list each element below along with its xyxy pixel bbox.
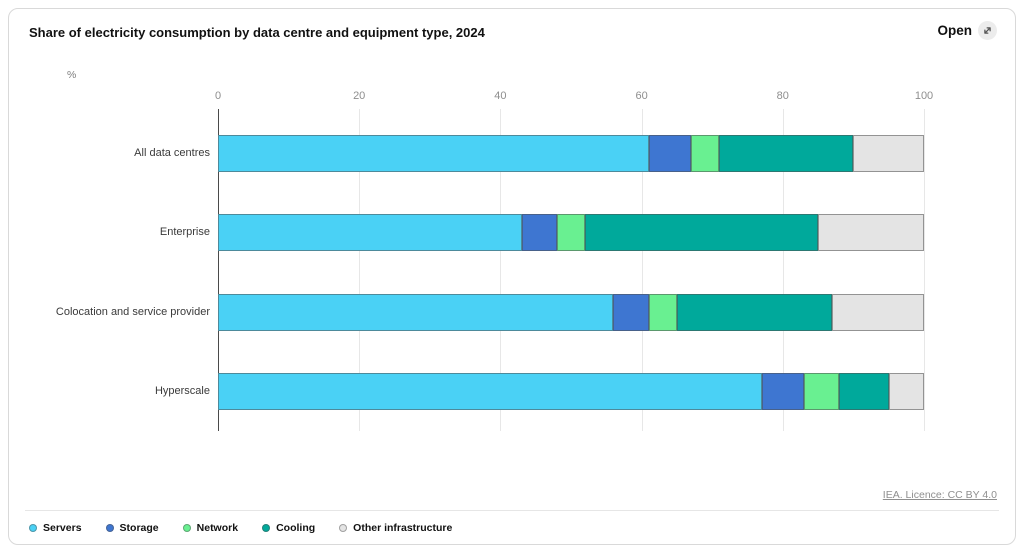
gridline-40 [500, 109, 502, 431]
legend-dot-storage [105, 524, 114, 532]
legend-item-servers[interactable]: Servers [29, 522, 82, 534]
bar-segment-hyperscale-servers[interactable] [218, 372, 762, 410]
legend-item-storage[interactable]: Storage [105, 522, 159, 534]
gridline-60 [641, 109, 643, 431]
x-axis-tick-60: 60 [635, 90, 648, 102]
x-axis-tick-80: 80 [776, 90, 789, 102]
gridline-100 [924, 109, 925, 431]
legend-item-cooling[interactable]: Cooling [262, 522, 315, 534]
x-axis-tick-40: 40 [494, 90, 507, 102]
bar-segment-colocation-and-service-provider-network[interactable] [648, 293, 677, 331]
bar-segment-enterprise-network[interactable] [556, 214, 586, 252]
bar-segment-all-data-centres-servers[interactable] [218, 135, 649, 172]
bar-segment-enterprise-other-infrastructure[interactable] [818, 214, 924, 252]
category-label-colocation-and-service-provider: Colocation and service provider [55, 305, 210, 318]
license-link[interactable]: IEA. Licence: CC BY 4.0 [882, 489, 997, 501]
gridline-80 [782, 109, 784, 431]
bar-segment-enterprise-servers[interactable] [218, 214, 522, 252]
bar-segment-colocation-and-service-provider-storage[interactable] [613, 293, 649, 331]
chart-card: Share of electricity consumption by data… [8, 8, 1016, 545]
bar-segment-hyperscale-other-infrastructure[interactable] [888, 372, 924, 410]
bar-segment-colocation-and-service-provider-cooling[interactable] [676, 293, 833, 331]
bar-segment-hyperscale-network[interactable] [803, 372, 840, 410]
gridline-20 [359, 109, 361, 431]
category-label-enterprise: Enterprise [159, 226, 210, 239]
bar-segment-all-data-centres-other-infrastructure[interactable] [853, 135, 924, 172]
legend-label-network: Network [196, 522, 239, 534]
bar-segment-hyperscale-storage[interactable] [761, 372, 804, 410]
bar-segment-all-data-centres-cooling[interactable] [719, 135, 854, 172]
axis-unit-label: % [67, 69, 77, 81]
bar-segment-all-data-centres-network[interactable] [691, 135, 720, 172]
legend-item-other-infrastructure[interactable]: Other infrastructure [339, 522, 452, 534]
category-label-hyperscale: Hyperscale [154, 384, 210, 397]
open-button[interactable]: Open [937, 21, 997, 40]
bar-segment-hyperscale-cooling[interactable] [839, 372, 889, 410]
footer-divider [25, 510, 999, 511]
legend: Servers Storage Network Cooling Other infras… [29, 522, 452, 534]
legend-item-network[interactable]: Network [182, 522, 239, 534]
legend-label-other-infrastructure: Other infrastructure [353, 522, 453, 534]
chart-title: Share of electricity consumption by data… [29, 25, 485, 40]
bar-segment-colocation-and-service-provider-other-infrastructure[interactable] [832, 293, 924, 331]
bar-segment-colocation-and-service-provider-servers[interactable] [218, 293, 614, 331]
legend-dot-cooling [262, 524, 271, 532]
legend-label-storage: Storage [119, 522, 159, 534]
x-axis-tick-20: 20 [353, 90, 366, 102]
legend-dot-servers [29, 524, 37, 532]
expand-icon [978, 21, 997, 40]
bar-segment-enterprise-cooling[interactable] [585, 214, 819, 252]
legend-label-servers: Servers [43, 522, 82, 534]
legend-dot-network [182, 524, 191, 532]
bar-segment-enterprise-storage[interactable] [521, 214, 557, 252]
legend-dot-other-infrastructure [339, 524, 348, 532]
category-label-all-data-centres: All data centres [134, 147, 210, 159]
y-axis-line [218, 109, 219, 431]
x-axis-tick-100: 100 [914, 90, 934, 102]
open-button-label: Open [937, 23, 972, 38]
x-axis-tick-0: 0 [214, 90, 222, 102]
bar-segment-all-data-centres-storage[interactable] [648, 135, 692, 172]
legend-label-cooling: Cooling [276, 522, 316, 534]
